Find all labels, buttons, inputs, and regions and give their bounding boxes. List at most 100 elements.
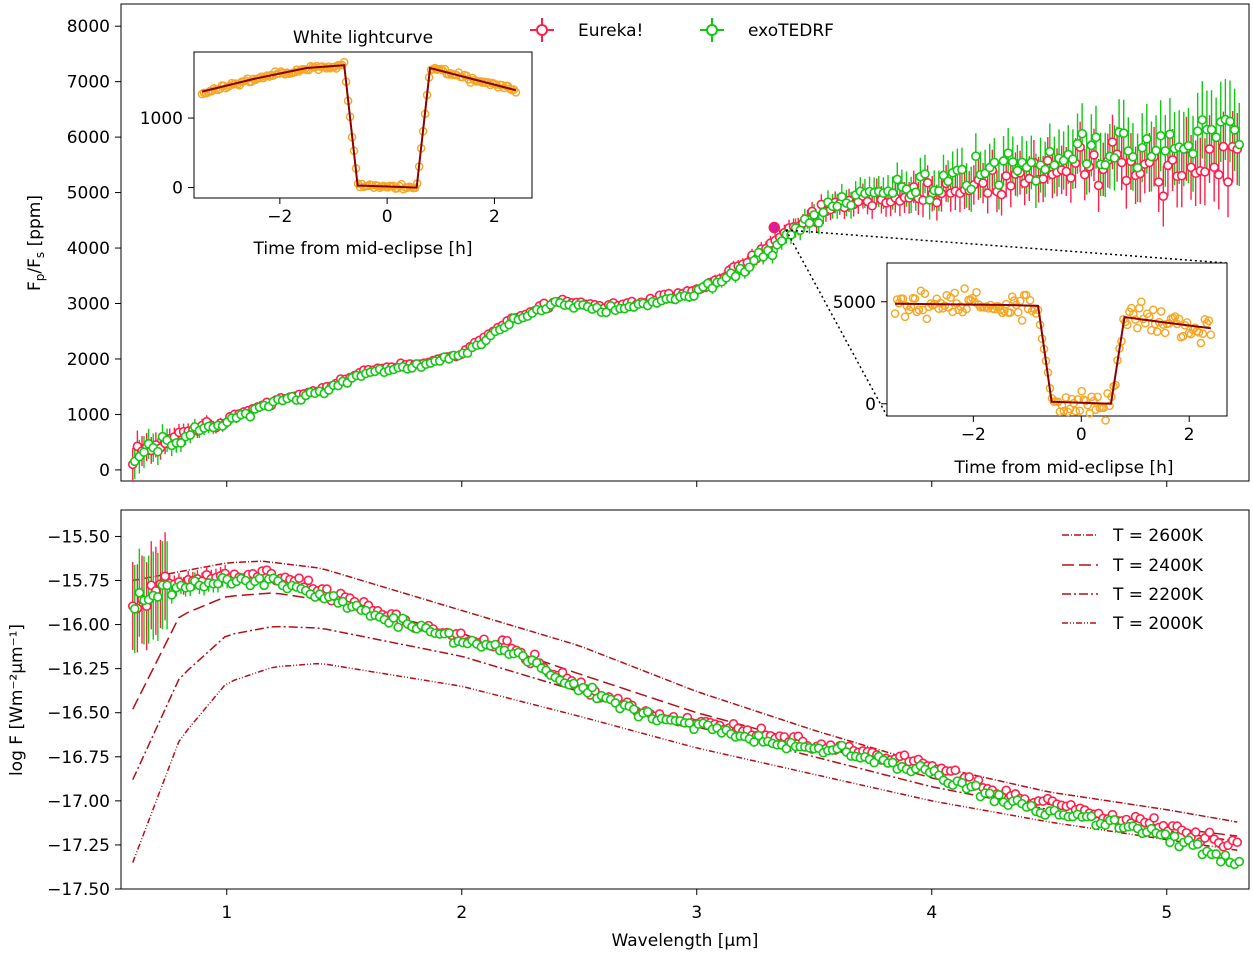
inset-data-point <box>511 87 521 97</box>
exotedrf-point <box>153 446 163 457</box>
inset-white-bg <box>193 51 533 199</box>
inset-xtick-label: 0 <box>382 207 393 227</box>
exotedrf-point <box>337 596 348 607</box>
inset-data-point <box>940 301 950 310</box>
exotedrf-point <box>1220 850 1231 861</box>
bottom-xtick-label: 2 <box>456 903 467 923</box>
exotedrf-point <box>1211 132 1221 143</box>
exotedrf-point <box>1040 164 1050 175</box>
eureka-point <box>1204 827 1215 838</box>
eureka-point <box>1006 181 1016 191</box>
inset-data-point <box>1021 290 1031 300</box>
inset-data-point <box>1111 380 1120 390</box>
inset-ytick-label: 5000 <box>833 293 876 313</box>
exotedrf-point <box>887 757 898 768</box>
inset-data-point <box>1148 305 1158 315</box>
exotedrf-point <box>1142 134 1152 144</box>
eureka-point <box>1061 166 1072 177</box>
eureka-point <box>978 178 988 188</box>
legend-model-2000: T = 2000K <box>1062 614 1204 634</box>
eureka-point <box>1204 144 1215 154</box>
exotedrf-point <box>388 613 399 623</box>
inset-data-point <box>1075 406 1085 416</box>
inset-data-point <box>948 307 957 317</box>
top-ytick-label: 8000 <box>67 17 110 37</box>
exotedrf-point <box>1072 138 1083 149</box>
top-ytick-label: 4000 <box>67 239 110 259</box>
eureka-point <box>996 189 1007 200</box>
exotedrf-point <box>1109 815 1120 825</box>
exotedrf-point <box>1188 148 1198 159</box>
exotedrf-point <box>162 580 172 591</box>
top-ytick-label: 6000 <box>67 128 110 148</box>
inset-data-point <box>890 309 900 318</box>
legend-exotedrf-label: exoTEDRF <box>748 21 834 41</box>
exotedrf-point <box>601 307 611 318</box>
exotedrf-point <box>1068 154 1078 164</box>
inset-data-point <box>1017 316 1027 325</box>
inset-data-point <box>197 89 207 99</box>
exotedrf-point <box>1137 142 1148 153</box>
exotedrf-point <box>809 210 819 220</box>
eureka-point <box>1200 167 1210 177</box>
exotedrf-point <box>837 740 847 751</box>
bottom-ytick-label: −15.75 <box>47 572 110 592</box>
inset-white-ticks: −2 0 2 0 1000 <box>140 109 500 227</box>
inset-data-point <box>1204 316 1214 325</box>
top-ytick-label: 0 <box>99 461 110 481</box>
exotedrf-point <box>818 207 829 218</box>
exotedrf-point <box>749 255 759 266</box>
exotedrf-point <box>642 706 653 717</box>
legend-entry-eureka: Eureka! <box>530 18 643 42</box>
inset-data-point <box>280 69 290 79</box>
exotedrf-point <box>129 604 140 614</box>
exotedrf-point <box>869 757 879 768</box>
eureka-point <box>1209 162 1219 173</box>
legend-model-2400: T = 2400K <box>1062 556 1204 576</box>
legend-model-2600: T = 2600K <box>1062 526 1204 546</box>
inset-data-point <box>1081 396 1091 406</box>
bottom-panel: −15.50 −15.75 −16.00 −16.25 −16.50 −16.75 −17.… <box>7 509 1250 951</box>
top-ytick-label: 7000 <box>67 73 110 93</box>
inset-data-point <box>998 308 1007 318</box>
eureka-point <box>1232 837 1243 848</box>
top-ylabel-mid: /F <box>25 258 45 274</box>
top-x-ticks <box>226 481 1168 487</box>
exotedrf-point <box>767 250 778 261</box>
inset-xtick-label: −2 <box>267 207 292 227</box>
inset-data-point <box>1093 392 1102 402</box>
eureka-point <box>1093 180 1104 191</box>
inset-data-point <box>922 314 932 324</box>
eureka-point <box>899 750 910 761</box>
inset-data-point <box>1160 328 1170 338</box>
inset-data-point <box>1206 330 1216 340</box>
inset-xtick-label: 2 <box>1184 425 1195 445</box>
exotedrf-point <box>989 796 1000 807</box>
exotedrf-point <box>1012 165 1023 176</box>
exotedrf-point <box>328 590 339 601</box>
exotedrf-point <box>1160 146 1171 156</box>
exotedrf-point <box>689 291 699 301</box>
exotedrf-point <box>910 187 921 198</box>
exotedrf-point <box>744 262 755 273</box>
inset-data-point <box>1061 393 1071 402</box>
eureka-point <box>456 628 466 638</box>
exotedrf-point <box>176 438 186 448</box>
exotedrf-point <box>957 164 967 175</box>
inset-data-point <box>1013 307 1023 317</box>
exotedrf-point <box>1183 140 1194 151</box>
eureka-point <box>1001 171 1011 181</box>
top-ytick-label: 1000 <box>67 405 110 425</box>
inset-data-point <box>1194 328 1204 337</box>
inset-spectral-lightcurve: −2 0 2 0 5000 Time from mid-eclipse [h] <box>833 262 1228 478</box>
inset-data-point <box>960 284 969 293</box>
exotedrf-point <box>1215 856 1226 867</box>
exotedrf-point <box>753 730 764 741</box>
exotedrf-point <box>998 156 1009 166</box>
inset-white-title: White lightcurve <box>293 28 433 48</box>
inset-xtick-label: 0 <box>1076 425 1087 445</box>
eureka-point <box>303 575 314 586</box>
eureka-point <box>160 571 170 582</box>
inset-data-point <box>900 312 910 322</box>
inset-data-point <box>1059 406 1069 416</box>
